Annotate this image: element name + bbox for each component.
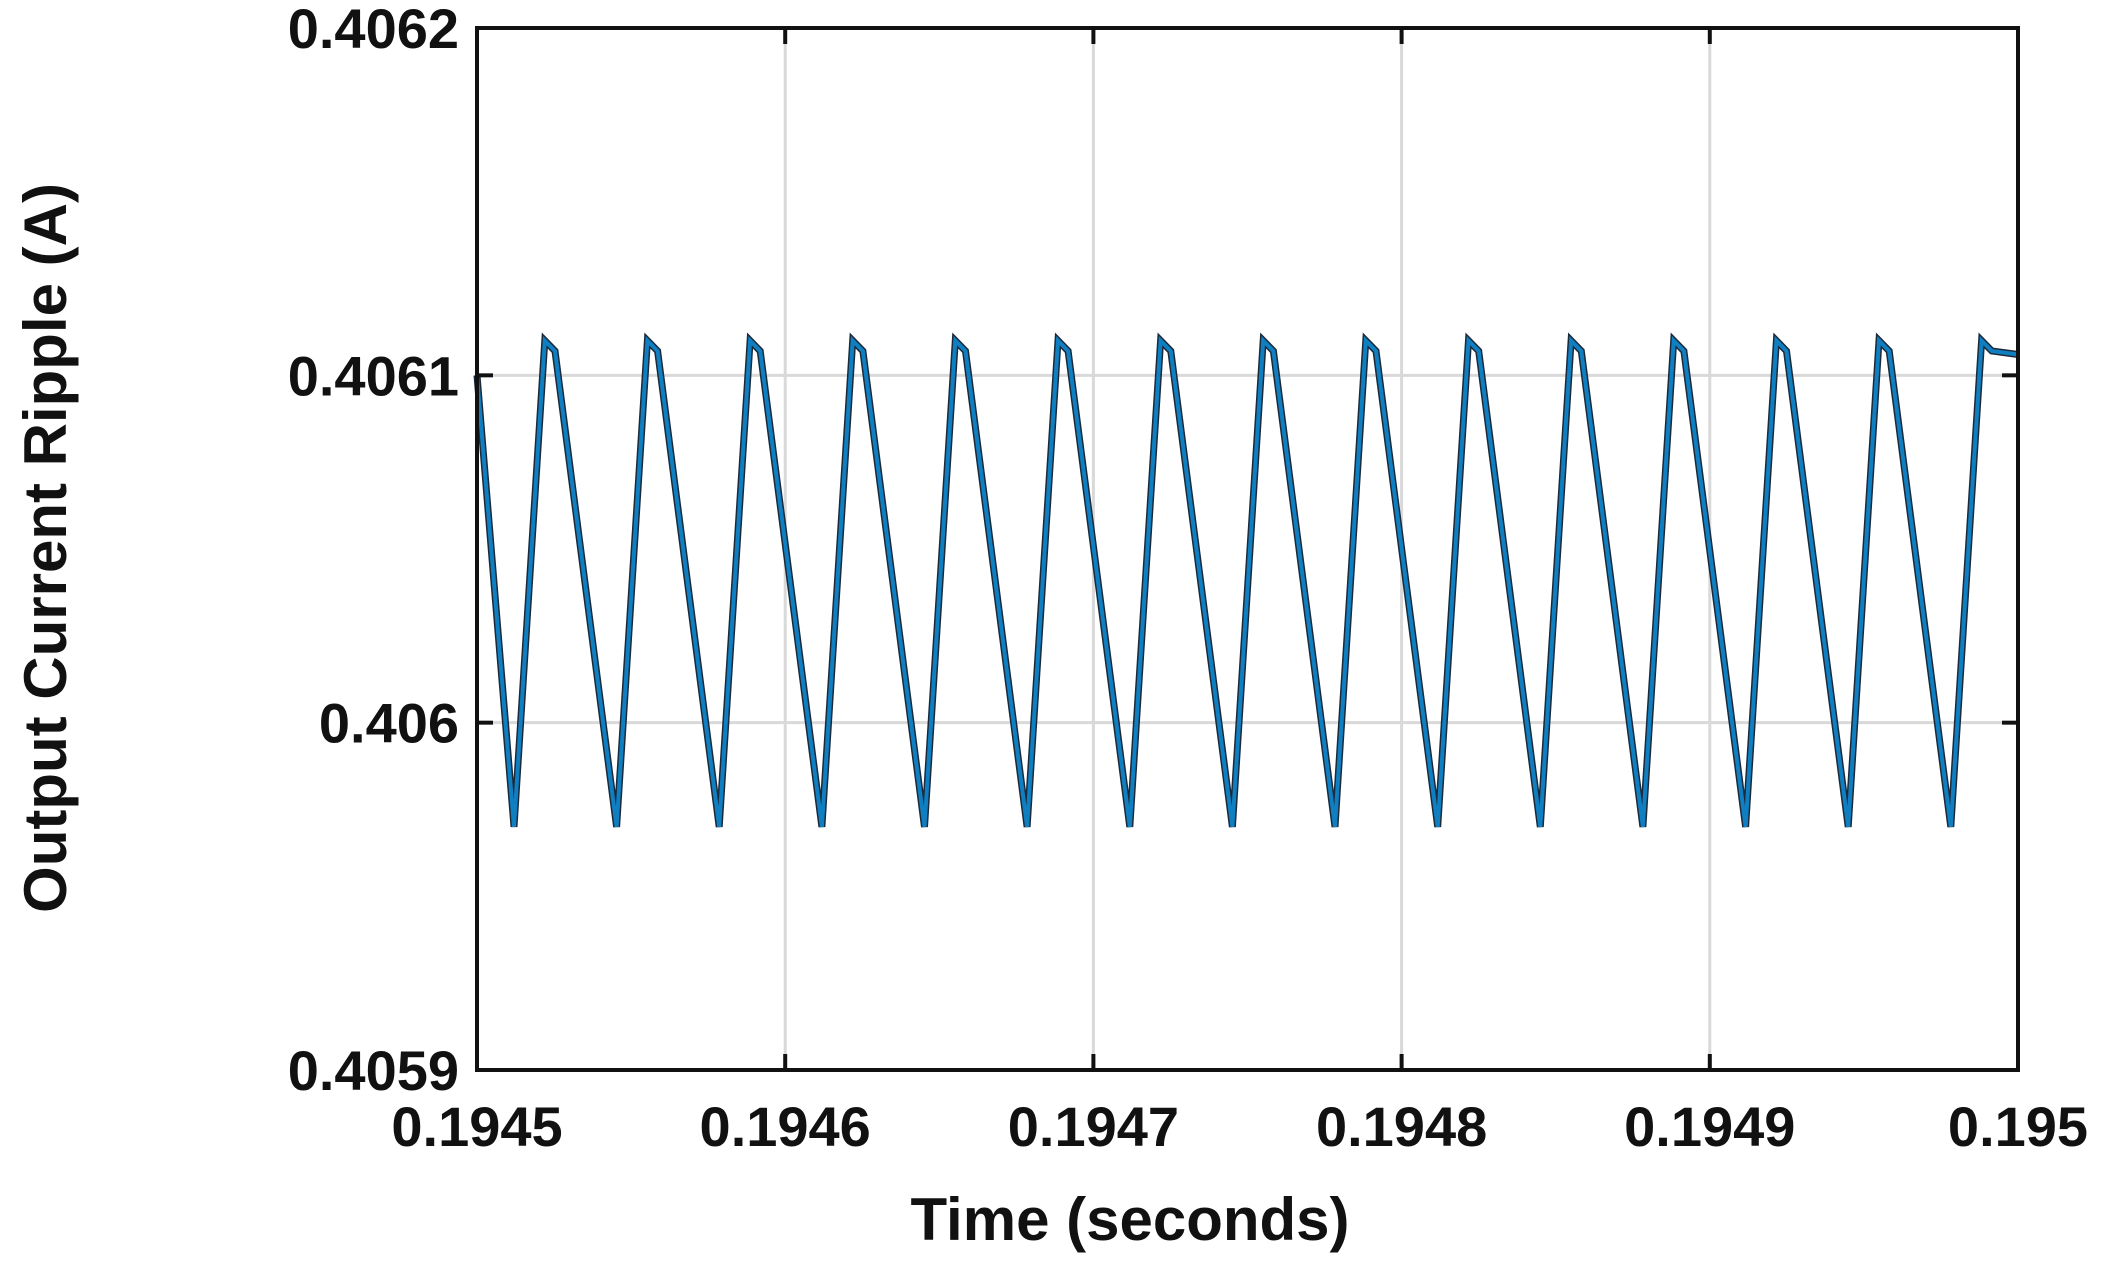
y-tick-label: 0.406: [319, 692, 459, 755]
x-tick-label: 0.1948: [1316, 1095, 1487, 1158]
y-tick-label: 0.4062: [288, 0, 459, 60]
x-tick-label: 0.1946: [700, 1095, 871, 1158]
axes: [475, 26, 2020, 1072]
x-tick-label: 0.1945: [391, 1095, 562, 1158]
series-line: [475, 335, 2019, 828]
x-tick-label: 0.195: [1948, 1095, 2088, 1158]
series-layer: [473, 332, 2019, 828]
y-tick-label: 0.4061: [288, 344, 459, 407]
x-tick-label: 0.1949: [1624, 1095, 1795, 1158]
x-axis-title: Time (seconds): [910, 1186, 1349, 1253]
plot-frame: [475, 26, 2020, 1072]
y-tick-label: 0.4059: [288, 1039, 459, 1102]
x-tick-label: 0.1947: [1008, 1095, 1179, 1158]
y-axis-title: Output Current Ripple (A): [12, 183, 79, 913]
tick-labels: 0.1945 0.1946 0.1947 0.1948 0.1949 0.195 0.405…: [288, 0, 2088, 1158]
